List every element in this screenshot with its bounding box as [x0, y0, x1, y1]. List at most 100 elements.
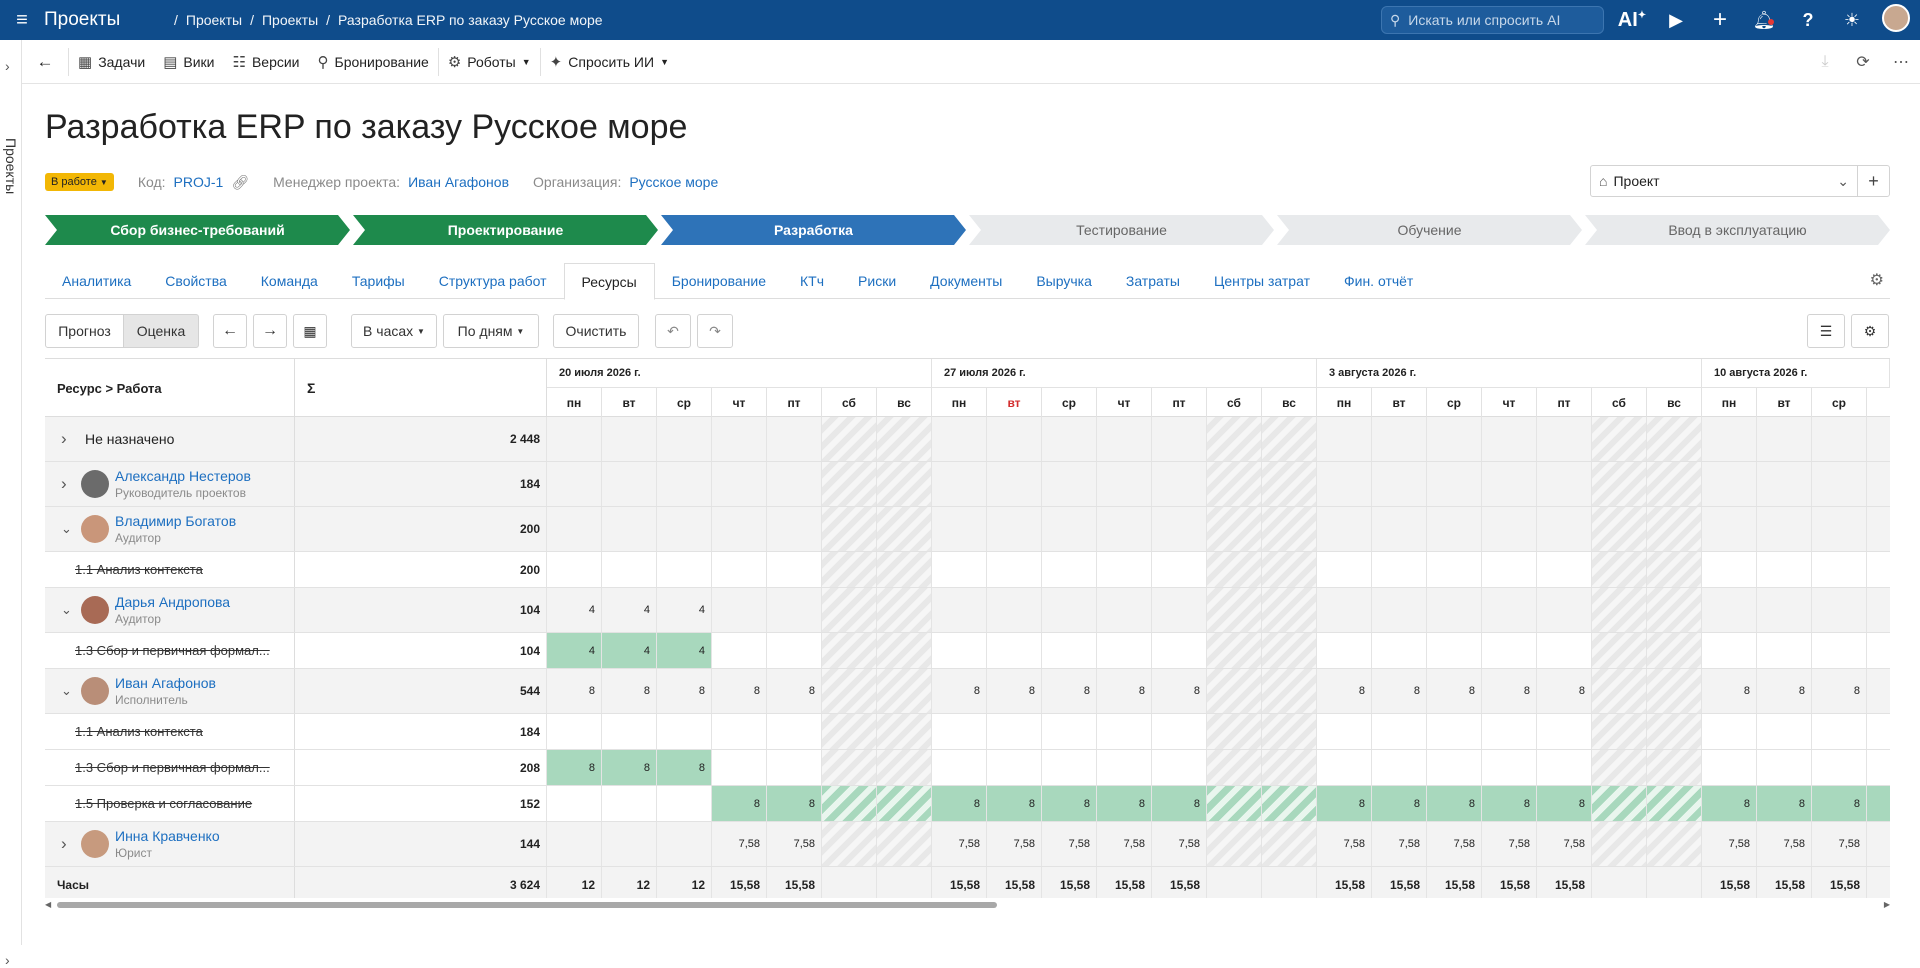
task-name[interactable]: 1.1 Анализ контекста	[75, 562, 203, 577]
prev-button[interactable]: ←	[213, 314, 247, 348]
day-cell[interactable]	[1262, 786, 1317, 821]
day-cell[interactable]	[602, 552, 657, 587]
day-cell[interactable]	[932, 750, 987, 785]
day-cell[interactable]	[932, 714, 987, 749]
chevron-down-icon[interactable]: ⌄	[61, 521, 72, 536]
help-icon[interactable]: ?	[1802, 9, 1814, 30]
day-cell[interactable]	[822, 750, 877, 785]
day-cell[interactable]	[1482, 750, 1537, 785]
day-cell[interactable]	[1812, 633, 1867, 668]
stage-item[interactable]: Сбор бизнес-требований	[45, 215, 350, 245]
day-cell[interactable]	[1867, 552, 1890, 587]
task-name[interactable]: 1.3 Сбор и первичная формал...	[75, 760, 270, 775]
day-cell[interactable]: 8	[602, 750, 657, 785]
day-cell[interactable]	[1757, 633, 1812, 668]
day-cell[interactable]	[1317, 633, 1372, 668]
tab-risks[interactable]: Риски	[858, 273, 897, 289]
stage-item[interactable]: Разработка	[661, 215, 966, 245]
next-button[interactable]: →	[253, 314, 287, 348]
day-cell[interactable]	[877, 633, 932, 668]
day-cell[interactable]	[1207, 714, 1262, 749]
day-cell[interactable]	[547, 714, 602, 749]
day-cell[interactable]	[1042, 633, 1097, 668]
day-cell[interactable]	[767, 750, 822, 785]
day-cell[interactable]	[547, 786, 602, 821]
app-title[interactable]: Проекты	[44, 9, 121, 30]
day-cell[interactable]	[1867, 633, 1890, 668]
day-cell[interactable]: 8	[1042, 786, 1097, 821]
day-cell[interactable]	[822, 552, 877, 587]
resource-row[interactable]: ⌄ Дарья Андропова Аудитор 104 4 4 4	[45, 588, 1890, 633]
day-cell[interactable]: 8	[1812, 786, 1867, 821]
task-name[interactable]: 1.3 Сбор и первичная формал...	[75, 643, 270, 658]
gear-icon[interactable]: ⚙	[1851, 314, 1889, 348]
day-cell[interactable]: 4	[547, 633, 602, 668]
filter-settings-icon[interactable]: ☰	[1807, 314, 1845, 348]
scrollbar-thumb[interactable]	[57, 902, 997, 908]
day-cell[interactable]	[1207, 786, 1262, 821]
day-cell[interactable]	[1262, 750, 1317, 785]
column-header-resource[interactable]: Ресурс > Работа	[45, 359, 295, 417]
day-cell[interactable]	[1152, 750, 1207, 785]
day-cell[interactable]	[987, 750, 1042, 785]
day-cell[interactable]: 8	[547, 750, 602, 785]
status-badge[interactable]: В работе ▼	[45, 173, 114, 191]
task-name[interactable]: 1.1 Анализ контекста	[75, 724, 203, 739]
day-cell[interactable]	[1207, 750, 1262, 785]
task-row[interactable]: 1.3 Сбор и первичная формал... 104 4 4 4	[45, 633, 1890, 669]
tab-wbs[interactable]: Структура работ	[438, 273, 547, 289]
project-type-select[interactable]: ⌂ Проект ⌄ +	[1590, 165, 1890, 197]
day-cell[interactable]	[1702, 633, 1757, 668]
versions-button[interactable]: ☷ Версии	[232, 53, 300, 71]
stage-item[interactable]: Тестирование	[969, 215, 1274, 245]
undo-icon[interactable]: ↶	[655, 314, 691, 348]
day-cell[interactable]	[1757, 750, 1812, 785]
day-cell[interactable]	[1097, 750, 1152, 785]
tab-revenue[interactable]: Выручка	[1036, 273, 1092, 289]
units-dropdown[interactable]: В часах ▼	[351, 314, 437, 348]
day-cell[interactable]	[1812, 552, 1867, 587]
day-cell[interactable]	[1702, 714, 1757, 749]
day-cell[interactable]	[712, 633, 767, 668]
day-cell[interactable]	[1097, 714, 1152, 749]
day-cell[interactable]	[1372, 633, 1427, 668]
day-cell[interactable]	[1152, 552, 1207, 587]
day-cell[interactable]	[1097, 633, 1152, 668]
clear-button[interactable]: Очистить	[553, 314, 639, 348]
robots-button[interactable]: ⚙ Роботы ▼	[447, 53, 531, 71]
day-cell[interactable]	[822, 633, 877, 668]
stage-item[interactable]: Проектирование	[353, 215, 658, 245]
estimate-button[interactable]: Оценка	[123, 314, 199, 348]
day-cell[interactable]: 8	[987, 786, 1042, 821]
breadcrumb-item[interactable]: Проекты	[185, 12, 243, 28]
day-cell[interactable]	[1647, 633, 1702, 668]
day-cell[interactable]	[1537, 750, 1592, 785]
booking-button[interactable]: ⚲ Бронирование	[317, 53, 429, 71]
chevron-right-icon[interactable]: ›	[61, 834, 67, 853]
tab-fin-report[interactable]: Фин. отчёт	[1343, 273, 1414, 289]
chevron-right-icon[interactable]: ›	[5, 58, 10, 74]
day-cell[interactable]	[657, 714, 712, 749]
day-cell[interactable]	[1097, 552, 1152, 587]
day-cell[interactable]	[547, 552, 602, 587]
redo-icon[interactable]: ↷	[697, 314, 733, 348]
day-cell[interactable]	[1262, 714, 1317, 749]
day-cell[interactable]	[1317, 552, 1372, 587]
day-cell[interactable]	[602, 786, 657, 821]
tab-cost-centers[interactable]: Центры затрат	[1213, 273, 1310, 289]
search-input[interactable]: ⚲ Искать или спросить AI	[1381, 6, 1604, 34]
day-cell[interactable]	[1812, 750, 1867, 785]
day-cell[interactable]	[877, 714, 932, 749]
tasks-button[interactable]: ▦ Задачи	[78, 53, 146, 71]
task-name[interactable]: 1.5 Проверка и согласование	[75, 796, 253, 811]
more-icon[interactable]: ⋯	[1893, 54, 1909, 71]
day-cell[interactable]	[1592, 750, 1647, 785]
day-cell[interactable]	[657, 786, 712, 821]
day-cell[interactable]	[1372, 552, 1427, 587]
day-cell[interactable]	[657, 552, 712, 587]
day-cell[interactable]	[767, 552, 822, 587]
day-cell[interactable]	[1427, 633, 1482, 668]
refresh-icon[interactable]: ⟳	[1856, 54, 1870, 71]
user-avatar[interactable]	[1874, 3, 1918, 37]
day-cell[interactable]	[987, 633, 1042, 668]
